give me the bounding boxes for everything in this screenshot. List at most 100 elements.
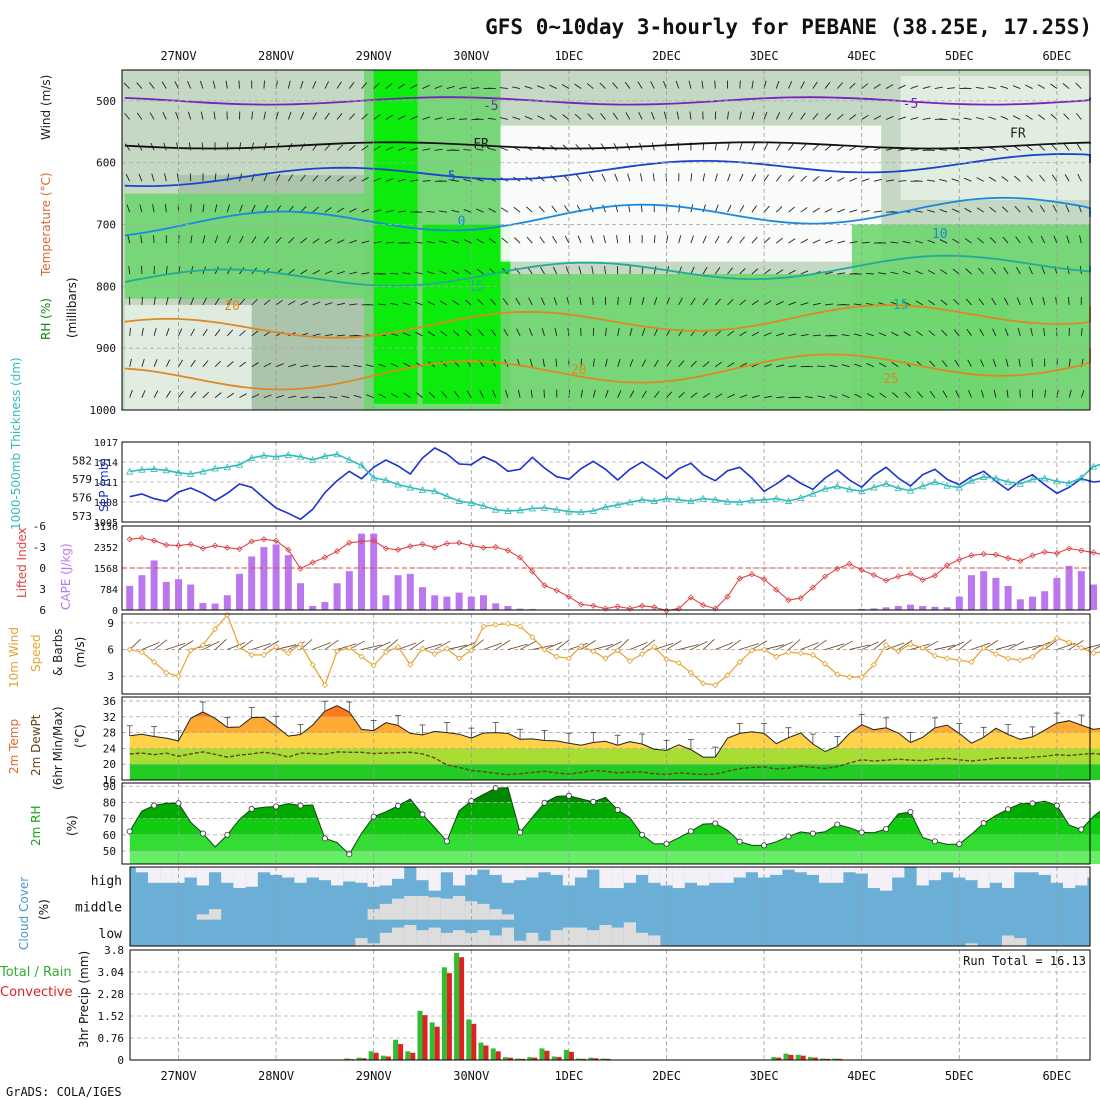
lifted-index-point <box>1029 552 1036 559</box>
wind-barb <box>312 301 321 306</box>
wind-speed-point <box>431 650 438 658</box>
wind-barb <box>727 173 731 182</box>
lifted-index-point <box>175 542 182 549</box>
lifted-index-point <box>468 542 475 549</box>
wind-barb <box>928 330 936 337</box>
wind-barb <box>849 82 856 89</box>
wind-barb <box>678 391 685 398</box>
wind-barb <box>776 237 783 244</box>
wind-barb <box>434 85 443 89</box>
precip-units-label: 3hr Precip (mm) <box>77 951 91 1048</box>
wind-barb <box>446 117 455 120</box>
wind-barb <box>402 302 411 306</box>
wind-barb <box>1029 297 1033 306</box>
wind-speed-point <box>773 653 780 660</box>
lifted-index-point <box>895 573 902 580</box>
dewpt-axis-label: 2m DewPt <box>29 714 43 776</box>
cloud-cell <box>794 867 807 873</box>
wind-barb <box>977 267 985 275</box>
wind-barb <box>515 297 521 306</box>
wind-barb <box>1075 82 1082 89</box>
wind-barb <box>288 363 297 368</box>
wind-barb <box>574 113 582 120</box>
wind-speed-point <box>895 648 902 655</box>
wind-barb <box>239 235 244 244</box>
cloud-cell <box>1087 867 1090 878</box>
cloud-level-label: middle <box>75 901 122 916</box>
wind-barb-10m <box>885 642 905 650</box>
lifted-index-point <box>992 551 999 558</box>
cape-bar <box>138 575 146 610</box>
wind-barb <box>336 175 344 182</box>
cloud-cell <box>526 932 539 946</box>
wind-barb <box>190 235 193 244</box>
wind-barb <box>928 299 936 306</box>
wind-barb-10m <box>519 640 537 650</box>
wind-barb <box>812 144 819 151</box>
cloud-cell <box>416 867 429 881</box>
wind-barb <box>587 113 594 120</box>
wind-barb <box>873 178 882 182</box>
wind-speed-point <box>639 650 646 658</box>
wind-tick-label: 3 <box>107 670 114 683</box>
wind-barb <box>727 204 732 213</box>
wind-barb <box>751 331 760 337</box>
wind-barb <box>776 301 784 306</box>
precip-total-bar <box>539 1048 545 1060</box>
pressure-tick-label: 900 <box>96 342 116 355</box>
rh2m-tick-label: 60 <box>103 829 116 842</box>
wind-tick-label: 9 <box>107 617 114 630</box>
slp-tick-label: 1014 <box>94 458 118 469</box>
cloud-cell <box>709 867 722 883</box>
wind-barb-10m <box>739 643 759 650</box>
wind-barb <box>505 389 509 398</box>
wind-barb-10m <box>959 639 972 650</box>
precip-total-bar <box>600 1058 606 1060</box>
wind-barb <box>427 331 435 337</box>
wind-barb <box>878 332 887 337</box>
wind-barb <box>528 328 533 336</box>
wind-barb <box>878 272 887 275</box>
wind-barb <box>1016 297 1021 306</box>
wind-barb <box>324 302 333 306</box>
cape-tick-label: 784 <box>100 585 118 596</box>
wind-barb <box>890 241 899 244</box>
wind-speed-point <box>419 645 426 652</box>
wind-barb <box>410 84 418 89</box>
wind-barb <box>514 237 521 244</box>
wind-barb <box>629 296 632 305</box>
thickness-point <box>1041 474 1049 482</box>
wind-barb <box>202 297 207 306</box>
wind-barb <box>980 389 985 398</box>
wind-speed-point <box>1066 639 1073 646</box>
wind-barb <box>300 237 308 244</box>
lifted-index-point <box>773 586 780 593</box>
wind-barb <box>165 328 170 336</box>
wind-barb <box>422 116 431 120</box>
wind-barb <box>402 272 411 275</box>
lifted-index-point <box>846 560 853 567</box>
precip-total-bar <box>563 1049 569 1060</box>
cloud-cell <box>770 867 783 875</box>
wind-barb <box>373 82 380 89</box>
lifted-index-point <box>590 602 597 609</box>
cape-bar <box>980 571 988 610</box>
date-label-top: 4DEC <box>847 49 876 63</box>
wind-barb <box>141 296 143 305</box>
wind-barb <box>941 329 948 337</box>
wind-speed-point <box>273 643 280 650</box>
wind-barb <box>190 359 196 367</box>
lifted-index-point <box>517 554 524 561</box>
wind-barb <box>410 179 419 182</box>
wind-barb <box>1002 236 1009 244</box>
cape-bar <box>955 596 963 610</box>
cloud-cell <box>404 924 417 946</box>
wind-speed-point <box>883 642 890 649</box>
cape-bar <box>943 607 951 610</box>
wind-barb-10m <box>141 641 160 650</box>
wind-barb <box>714 173 718 182</box>
lifted-index-point <box>1041 548 1048 555</box>
wind-barb <box>640 204 643 213</box>
wind-barb <box>829 364 838 368</box>
